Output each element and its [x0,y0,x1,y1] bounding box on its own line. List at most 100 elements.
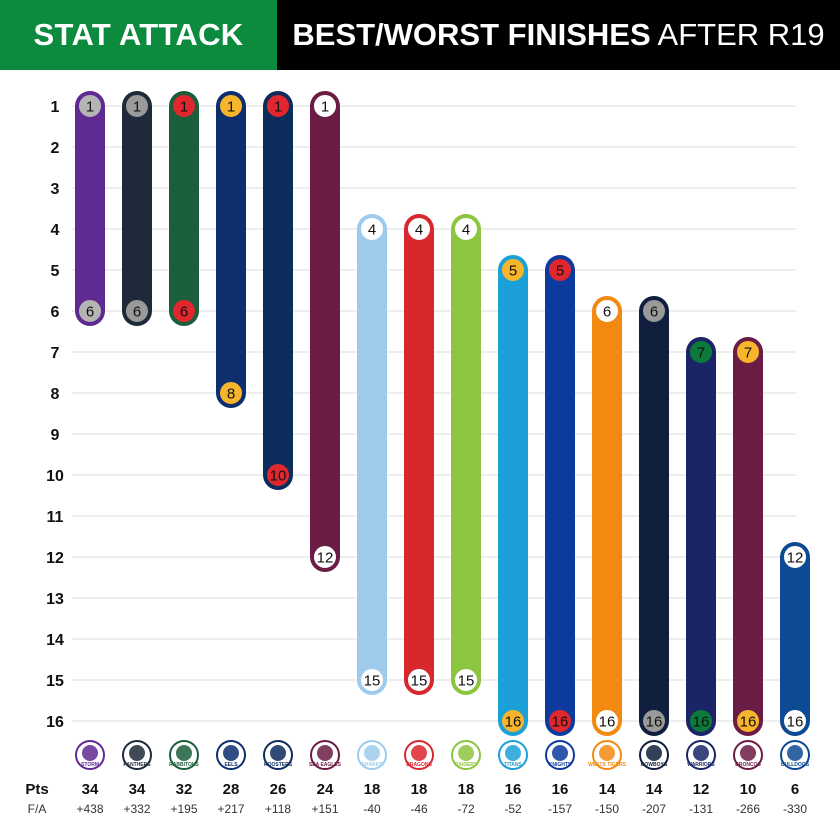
y-tick-label: 11 [47,509,64,526]
range-bar [122,91,152,326]
team-logo-emblem [458,745,474,761]
team-for-against: +151 [311,802,338,816]
y-tick-label: 6 [51,304,60,321]
team-for-against: +438 [76,802,103,816]
team-points: 10 [740,781,757,798]
y-tick-label: 7 [51,345,60,362]
range-bar [75,91,105,326]
team-logo-text: BULLDOGS [781,762,810,768]
team-points: 32 [176,781,193,798]
best-finish-label: 1 [180,99,188,116]
y-tick-label: 12 [46,550,64,567]
best-finish-label: 5 [509,263,517,280]
team-for-against: -150 [595,802,619,816]
worst-finish-label: 8 [227,386,235,403]
team-logo-emblem [176,745,192,761]
team-logo-text: ROOSTERS [264,762,293,768]
team-for-against: -40 [363,802,381,816]
best-finish-label: 5 [556,263,564,280]
best-finish-badge [359,216,385,242]
team-for-against: -131 [689,802,713,816]
team-for-against: -72 [457,802,475,816]
team-logo-emblem [599,745,615,761]
best-finish-label: 1 [227,99,235,116]
best-finish-label: 7 [744,345,752,362]
worst-finish-label: 10 [270,468,287,485]
team-for-against: -207 [642,802,666,816]
worst-finish-label: 16 [646,714,663,731]
best-finish-label: 1 [133,99,141,116]
header-left-panel: STAT ATTACK [0,0,277,70]
worst-finish-label: 16 [787,714,804,731]
range-bar [169,91,199,326]
best-finish-badge [594,298,620,324]
team-points: 6 [791,781,799,798]
best-finish-badge [124,93,150,119]
worst-finish-badge [171,298,197,324]
best-finish-label: 4 [462,222,470,239]
y-tick-label: 16 [46,714,64,731]
chart-title: BEST/WORST FINISHES AFTER R19 [277,0,840,70]
range-bar [733,337,763,736]
worst-finish-label: 16 [599,714,616,731]
team-for-against: +332 [123,802,150,816]
best-finish-badge [641,298,667,324]
team-for-against: -46 [410,802,428,816]
worst-finish-label: 12 [317,550,334,567]
team-logo-text: PANTHERS [123,762,151,768]
range-bar-chart: 1234567891011121314151616STORM34+43816PA… [25,91,810,816]
y-tick-label: 8 [51,386,60,403]
y-tick-label: 10 [46,468,64,485]
team-logo-text: RAIDERS [455,762,478,768]
best-finish-badge [500,257,526,283]
fa-row-label: F/A [28,802,47,816]
team-logo-text: SEA EAGLES [309,762,342,768]
team-for-against: -52 [504,802,522,816]
range-bar [686,337,716,736]
team-logo-text: DRAGONS [406,762,432,768]
best-finish-badge [547,257,573,283]
team-for-against: -266 [736,802,760,816]
worst-finish-badge [735,708,761,734]
team-logo-text: EELS [224,762,238,768]
best-finish-badge [265,93,291,119]
team-points: 12 [693,781,710,798]
team-points: 16 [505,781,522,798]
best-finish-label: 1 [86,99,94,116]
best-finish-badge [171,93,197,119]
team-points: 34 [82,781,99,798]
team-logo-text: SHARKS [361,762,383,768]
worst-finish-label: 16 [693,714,710,731]
y-tick-label: 14 [46,632,64,649]
y-tick-label: 5 [51,263,60,280]
team-points: 14 [599,781,616,798]
best-finish-badge [453,216,479,242]
team-for-against: -157 [548,802,572,816]
team-logo-text: WARRIORS [687,762,715,768]
team-logo-emblem [693,745,709,761]
y-tick-label: 4 [51,222,60,239]
header-right-panel: BEST/WORST FINISHES AFTER R19 [277,0,840,70]
worst-finish-badge [453,667,479,693]
team-points: 16 [552,781,569,798]
chart-title-rest: AFTER R19 [650,17,825,52]
y-tick-label: 15 [46,673,64,690]
worst-finish-label: 6 [86,304,94,321]
team-points: 24 [317,781,334,798]
worst-finish-badge [594,708,620,734]
team-logo-emblem [129,745,145,761]
y-tick-label: 13 [46,591,64,608]
y-tick-label: 2 [51,140,60,157]
team-logo-text: RABBITOHS [169,762,199,768]
worst-finish-label: 6 [180,304,188,321]
header: STAT ATTACK BEST/WORST FINISHES AFTER R1… [0,0,840,70]
y-tick-label: 3 [51,181,60,198]
best-finish-badge [782,544,808,570]
worst-finish-label: 15 [458,673,475,690]
team-logo-emblem [787,745,803,761]
team-points: 28 [223,781,240,798]
best-finish-badge [218,93,244,119]
chart-title-bold: BEST/WORST FINISHES [292,17,651,52]
worst-finish-badge [547,708,573,734]
range-bar [310,91,340,572]
